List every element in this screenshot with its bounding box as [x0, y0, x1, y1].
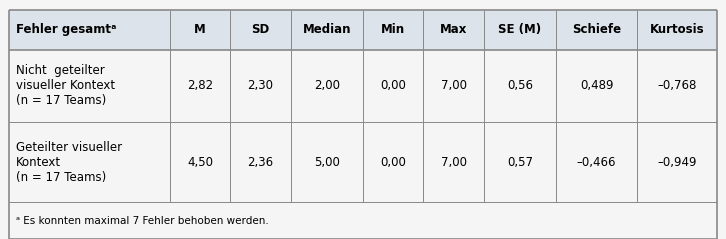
- Text: 5,00: 5,00: [314, 156, 340, 169]
- Text: 7,00: 7,00: [441, 79, 467, 92]
- Text: –0,768: –0,768: [657, 79, 697, 92]
- Text: M: M: [194, 23, 206, 36]
- Text: Geteilter visueller
Kontext
(n = 17 Teams): Geteilter visueller Kontext (n = 17 Team…: [16, 141, 122, 184]
- Text: 0,00: 0,00: [380, 79, 406, 92]
- Text: ᵃ Es konnten maximal 7 Fehler behoben werden.: ᵃ Es konnten maximal 7 Fehler behoben we…: [16, 216, 269, 226]
- Text: Kurtosis: Kurtosis: [650, 23, 704, 36]
- Text: SE (M): SE (M): [499, 23, 542, 36]
- Text: –0,466: –0,466: [576, 156, 616, 169]
- Text: SD: SD: [251, 23, 269, 36]
- Text: 2,00: 2,00: [314, 79, 340, 92]
- Text: 2,30: 2,30: [248, 79, 273, 92]
- Text: 0,00: 0,00: [380, 156, 406, 169]
- Text: 2,82: 2,82: [187, 79, 213, 92]
- Bar: [9, 10, 717, 50]
- Text: Min: Min: [381, 23, 405, 36]
- Text: 2,36: 2,36: [248, 156, 274, 169]
- Text: –0,949: –0,949: [657, 156, 697, 169]
- Text: Nicht  geteilter
visueller Kontext
(n = 17 Teams): Nicht geteilter visueller Kontext (n = 1…: [16, 64, 115, 107]
- Text: Median: Median: [303, 23, 351, 36]
- Text: 0,56: 0,56: [507, 79, 533, 92]
- Text: Schiefe: Schiefe: [572, 23, 621, 36]
- Text: 7,00: 7,00: [441, 156, 467, 169]
- Text: Max: Max: [440, 23, 468, 36]
- Text: 0,489: 0,489: [580, 79, 613, 92]
- Text: Fehler gesamtᵃ: Fehler gesamtᵃ: [16, 23, 116, 36]
- Text: 0,57: 0,57: [507, 156, 533, 169]
- Text: 4,50: 4,50: [187, 156, 213, 169]
